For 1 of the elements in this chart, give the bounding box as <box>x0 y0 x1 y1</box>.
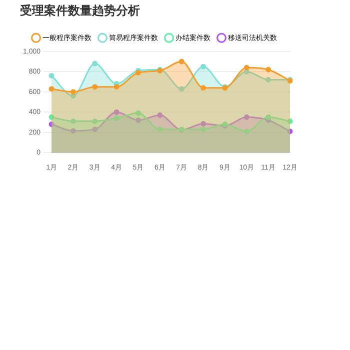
chart-title: 受理案件数量趋势分析 <box>19 3 140 18</box>
